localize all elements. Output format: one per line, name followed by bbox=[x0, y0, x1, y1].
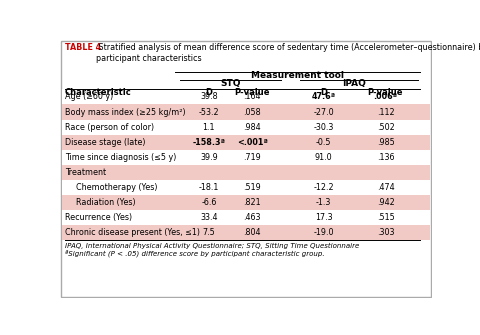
Bar bbox=[61, 180, 431, 195]
Text: ªSignificant (P < .05) difference score by participant characteristic group.: ªSignificant (P < .05) difference score … bbox=[65, 250, 324, 257]
Bar bbox=[61, 135, 431, 149]
Text: .136: .136 bbox=[377, 152, 394, 161]
Text: Radiation (Yes): Radiation (Yes) bbox=[75, 198, 135, 207]
Text: -27.0: -27.0 bbox=[313, 108, 334, 117]
Text: Disease stage (late): Disease stage (late) bbox=[65, 138, 145, 146]
Bar bbox=[61, 195, 431, 210]
Text: Chemotherapy (Yes): Chemotherapy (Yes) bbox=[75, 183, 157, 192]
Text: -53.2: -53.2 bbox=[199, 108, 219, 117]
Text: Characteristic: Characteristic bbox=[65, 88, 132, 97]
Text: .519: .519 bbox=[243, 183, 261, 192]
Text: .804: .804 bbox=[243, 227, 261, 237]
Bar bbox=[61, 210, 431, 224]
Bar bbox=[61, 164, 431, 180]
Text: P-value: P-value bbox=[234, 88, 270, 97]
Text: Chronic disease present (Yes, ≤1): Chronic disease present (Yes, ≤1) bbox=[65, 227, 200, 237]
Text: -30.3: -30.3 bbox=[313, 123, 334, 132]
Text: .058: .058 bbox=[243, 108, 261, 117]
Text: STQ: STQ bbox=[220, 79, 241, 88]
Text: Body mass index (≥25 kg/m²): Body mass index (≥25 kg/m²) bbox=[65, 108, 185, 117]
Text: Measurement tool: Measurement tool bbox=[251, 71, 344, 80]
Text: D: D bbox=[205, 88, 212, 97]
Text: IPAQ, International Physical Activity Questionnaire; STQ, Sitting Time Questionn: IPAQ, International Physical Activity Qu… bbox=[65, 243, 359, 249]
Text: .006ª: .006ª bbox=[373, 92, 397, 102]
Text: Race (person of color): Race (person of color) bbox=[65, 123, 154, 132]
Text: Age (≥60 y): Age (≥60 y) bbox=[65, 92, 113, 102]
Text: Recurrence (Yes): Recurrence (Yes) bbox=[65, 213, 132, 222]
Text: .942: .942 bbox=[377, 198, 395, 207]
Text: 91.0: 91.0 bbox=[315, 152, 332, 161]
Text: Stratified analysis of mean difference score of sedentary time (Accelerometer–qu: Stratified analysis of mean difference s… bbox=[96, 43, 480, 63]
Text: 39.8: 39.8 bbox=[200, 92, 217, 102]
Bar bbox=[61, 105, 431, 120]
Text: -158.3ª: -158.3ª bbox=[192, 138, 225, 146]
Text: 17.3: 17.3 bbox=[315, 213, 332, 222]
Text: -1.3: -1.3 bbox=[316, 198, 331, 207]
Text: -18.1: -18.1 bbox=[199, 183, 219, 192]
Text: .303: .303 bbox=[377, 227, 394, 237]
Text: P-value: P-value bbox=[368, 88, 403, 97]
Text: TABLE 4: TABLE 4 bbox=[65, 43, 101, 52]
Text: -0.5: -0.5 bbox=[316, 138, 331, 146]
Text: .719: .719 bbox=[243, 152, 261, 161]
Bar bbox=[61, 120, 431, 135]
Text: .463: .463 bbox=[243, 213, 261, 222]
Text: .985: .985 bbox=[377, 138, 395, 146]
Text: Time since diagnosis (≤5 y): Time since diagnosis (≤5 y) bbox=[65, 152, 176, 161]
Text: 7.5: 7.5 bbox=[203, 227, 215, 237]
Text: IPAQ: IPAQ bbox=[343, 79, 366, 88]
Text: .821: .821 bbox=[243, 198, 261, 207]
Text: .984: .984 bbox=[243, 123, 261, 132]
Text: <.001ª: <.001ª bbox=[237, 138, 268, 146]
Text: .112: .112 bbox=[377, 108, 394, 117]
Text: .164: .164 bbox=[243, 92, 261, 102]
Text: 33.4: 33.4 bbox=[200, 213, 217, 222]
Text: 1.1: 1.1 bbox=[203, 123, 215, 132]
Text: -12.2: -12.2 bbox=[313, 183, 334, 192]
Text: Treatment: Treatment bbox=[65, 168, 106, 177]
Text: .474: .474 bbox=[377, 183, 394, 192]
Bar bbox=[61, 89, 431, 105]
Text: -19.0: -19.0 bbox=[313, 227, 334, 237]
Bar bbox=[61, 149, 431, 164]
Text: D: D bbox=[320, 88, 327, 97]
Text: 47.6ª: 47.6ª bbox=[312, 92, 336, 102]
Text: 39.9: 39.9 bbox=[200, 152, 217, 161]
Text: -6.6: -6.6 bbox=[201, 198, 216, 207]
Text: .515: .515 bbox=[377, 213, 395, 222]
Bar bbox=[61, 224, 431, 240]
Text: .502: .502 bbox=[377, 123, 395, 132]
